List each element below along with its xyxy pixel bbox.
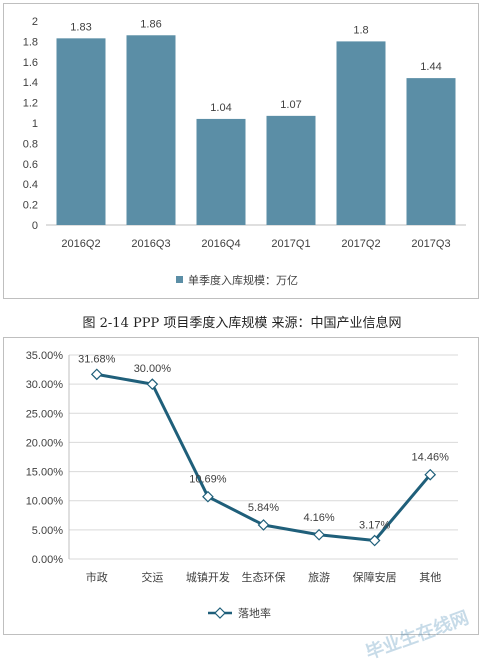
x-tick-label: 保障安居 — [353, 570, 397, 584]
legend: 单季度入库规模：万亿 — [176, 273, 298, 287]
y-tick-label: 1.2 — [23, 98, 38, 110]
legend-swatch-marker — [214, 607, 226, 619]
y-tick-label: 5.00% — [32, 525, 63, 537]
bar-chart: 0 0.2 0.4 0.6 0.8 1 1.2 1.4 1.6 1.8 2 1.83 2016Q2 1.8… — [23, 16, 466, 287]
y-tick-label: 0.4 — [23, 179, 38, 191]
y-tick-label: 20.00% — [26, 437, 64, 449]
y-tick-label: 1.8 — [23, 36, 38, 48]
x-tick-label: 其他 — [419, 571, 441, 584]
y-tick-label: 1.4 — [23, 77, 38, 89]
figure-caption: 图 2-14 PPP 项目季度入库规模 来源：中国产业信息网 — [82, 316, 402, 331]
legend-label: 单季度入库规模：万亿 — [188, 273, 298, 287]
data-label: 1.07 — [280, 99, 301, 111]
data-label: 14.46% — [412, 452, 450, 464]
x-tick-label: 2016Q4 — [201, 238, 240, 250]
y-tick-label: 35.00% — [26, 350, 64, 362]
data-label: 4.16% — [303, 512, 334, 524]
y-tick-label: 0.6 — [23, 159, 38, 171]
legend-swatch — [176, 276, 183, 283]
x-tick-label: 市政 — [86, 570, 108, 584]
y-tick-label: 1.6 — [23, 57, 38, 69]
x-tick-label: 2016Q2 — [61, 238, 100, 250]
data-point-marker — [368, 534, 381, 547]
data-label: 10.69% — [189, 474, 227, 486]
x-tick-label: 城镇开发 — [186, 570, 230, 584]
data-point-marker — [257, 519, 270, 531]
bar — [196, 118, 246, 225]
y-tick-label: 25.00% — [26, 408, 64, 420]
bar — [56, 38, 106, 226]
x-tick-label: 2016Q3 — [131, 238, 170, 250]
y-tick-label: 0.00% — [32, 554, 63, 566]
bar — [406, 78, 456, 226]
data-label: 1.83 — [70, 21, 91, 33]
y-tick-label: 10.00% — [26, 496, 64, 508]
y-tick-label: 0 — [32, 220, 38, 232]
x-tick-label: 旅游 — [308, 570, 330, 584]
x-tick-label: 2017Q2 — [341, 238, 380, 250]
data-label: 5.84% — [248, 502, 279, 514]
data-label: 1.44 — [420, 61, 441, 73]
data-label: 31.68% — [78, 353, 116, 365]
data-point-marker — [424, 468, 437, 481]
bar — [126, 35, 176, 225]
data-label: 30.00% — [134, 363, 172, 375]
data-point-marker — [313, 528, 325, 541]
data-label: 1.8 — [353, 24, 368, 36]
data-label: 1.86 — [140, 18, 161, 30]
y-tick-label: 0.8 — [23, 138, 38, 150]
x-tick-label: 交运 — [141, 570, 163, 584]
data-label: 3.17% — [359, 520, 390, 532]
series-line — [96, 372, 432, 543]
bar — [336, 41, 386, 226]
x-tick-label: 2017Q1 — [271, 238, 310, 250]
y-tick-label: 15.00% — [26, 467, 64, 479]
line-chart: 0.00% 5.00% 10.00% 15.00% 20.00% 25.00% 30.00%… — [26, 350, 458, 620]
data-label: 1.04 — [210, 102, 231, 114]
y-tick-label: 30.00% — [26, 379, 64, 391]
line-chart-panel: 0.00% 5.00% 10.00% 15.00% 20.00% 25.00% 30.00%… — [3, 337, 479, 664]
x-tick-label: 生态环保 — [242, 570, 286, 584]
data-point-marker — [90, 368, 103, 381]
y-tick-label: 1 — [32, 118, 38, 130]
bar-chart-panel: 0 0.2 0.4 0.6 0.8 1 1.2 1.4 1.6 1.8 2 1.83 2016Q2 1.8… — [3, 3, 479, 299]
data-point-marker — [202, 490, 214, 503]
y-tick-label: 2 — [32, 16, 38, 28]
y-tick-label: 0.2 — [23, 200, 38, 212]
data-point-marker — [146, 378, 159, 390]
x-tick-label: 2017Q3 — [411, 238, 450, 250]
legend-label: 落地率 — [238, 606, 271, 620]
bar — [266, 115, 316, 225]
legend: 落地率 — [208, 606, 271, 620]
